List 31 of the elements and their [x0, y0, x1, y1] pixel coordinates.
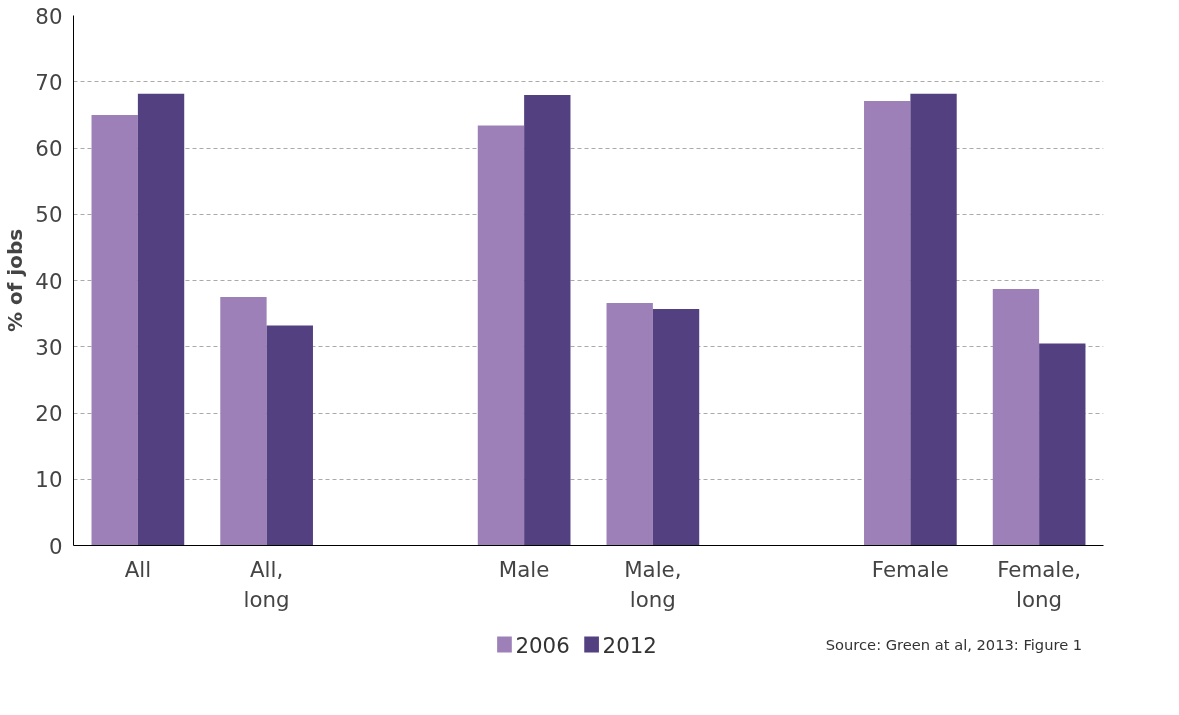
x-tick-label: Male, long — [624, 556, 682, 612]
x-tick-label: Male — [498, 556, 550, 582]
bar — [220, 297, 267, 546]
bar — [1039, 343, 1086, 546]
bar — [266, 325, 313, 546]
source-note: Source: Green at al, 2013: Figure 1 — [825, 636, 1083, 653]
x-tick-label: All — [124, 556, 152, 582]
bar — [992, 289, 1040, 546]
bar — [137, 93, 185, 546]
bar — [477, 125, 525, 546]
legend-label: 2012 — [602, 632, 657, 658]
x-tick-label: Female, long — [997, 556, 1082, 612]
y-tick-label: 80 — [35, 3, 63, 29]
bar — [91, 114, 138, 546]
y-axis-title: % of jobs — [3, 228, 28, 333]
y-tick-label: 10 — [35, 467, 63, 493]
bar — [606, 303, 653, 546]
y-tick-label: 50 — [35, 202, 63, 228]
bar — [524, 95, 571, 546]
x-tick-label: All, long — [243, 556, 290, 612]
bar — [910, 93, 957, 546]
y-tick-label: 60 — [35, 136, 63, 161]
bar — [652, 308, 700, 546]
y-tick-label: 40 — [35, 268, 63, 294]
y-tick-label: 30 — [35, 334, 63, 360]
y-tick-label: 70 — [35, 69, 63, 95]
bar — [864, 100, 911, 546]
y-tick-label: 0 — [48, 533, 63, 559]
x-tick-label: Female — [871, 556, 949, 582]
legend-label: 2006 — [515, 632, 570, 658]
y-tick-label: 20 — [35, 401, 63, 426]
